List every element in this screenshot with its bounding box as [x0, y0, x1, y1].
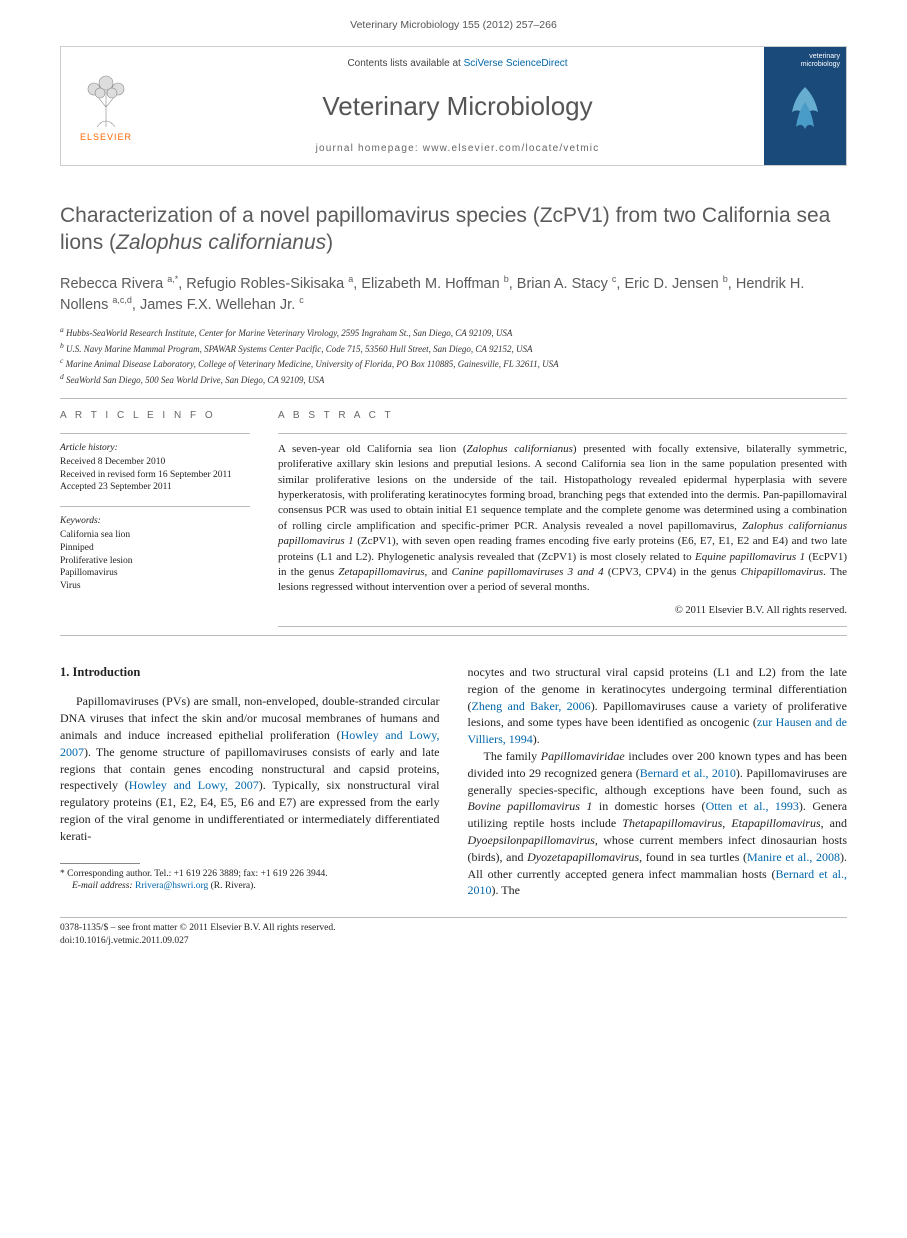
keyword-line: Papillomavirus	[60, 567, 250, 580]
body-paragraph: nocytes and two structural viral capsid …	[468, 664, 848, 748]
publisher-logo-block: ELSEVIER	[61, 47, 151, 165]
article-history-block: Article history: Received 8 December 201…	[60, 442, 250, 494]
divider	[60, 398, 847, 399]
affiliation-line: a Hubbs-SeaWorld Research Institute, Cen…	[60, 325, 847, 340]
email-label: E-mail address:	[72, 881, 133, 891]
publisher-name: ELSEVIER	[80, 131, 132, 143]
article-info-column: A R T I C L E I N F O Article history: R…	[60, 409, 250, 627]
keyword-line: Proliferative lesion	[60, 555, 250, 568]
affiliations: a Hubbs-SeaWorld Research Institute, Cen…	[60, 325, 847, 386]
body-column-right: nocytes and two structural viral capsid …	[468, 664, 848, 899]
body-two-column: 1. Introduction Papillomaviruses (PVs) a…	[60, 664, 847, 899]
section-number: 1.	[60, 665, 69, 679]
history-heading: Article history:	[60, 442, 250, 455]
divider	[60, 506, 250, 507]
cover-graphic-icon	[780, 77, 830, 137]
elsevier-tree-icon	[79, 69, 133, 129]
title-species: Zalophus californianus	[116, 231, 326, 254]
keyword-line: Pinniped	[60, 542, 250, 555]
doi-line: doi:10.1016/j.vetmic.2011.09.027	[60, 935, 847, 948]
page-footer: 0378-1135/$ – see front matter © 2011 El…	[60, 917, 847, 948]
author-list: Rebecca Rivera a,*, Refugio Robles-Sikis…	[60, 273, 847, 315]
keyword-line: Virus	[60, 580, 250, 593]
corresponding-line: * Corresponding author. Tel.: +1 619 226…	[60, 868, 440, 881]
article-title: Characterization of a novel papillomavir…	[60, 202, 847, 257]
abstract-label: A B S T R A C T	[278, 409, 847, 423]
divider	[60, 433, 250, 434]
email-line: E-mail address: Rrivera@hswri.org (R. Ri…	[60, 880, 440, 893]
article-info-label: A R T I C L E I N F O	[60, 409, 250, 423]
section-title: Introduction	[73, 665, 141, 679]
body-column-left: 1. Introduction Papillomaviruses (PVs) a…	[60, 664, 440, 899]
history-line: Received 8 December 2010	[60, 456, 250, 469]
footnote-rule	[60, 863, 140, 864]
corresponding-author-footnote: * Corresponding author. Tel.: +1 619 226…	[60, 868, 440, 894]
keywords-heading: Keywords:	[60, 515, 250, 528]
affiliation-line: c Marine Animal Disease Laboratory, Coll…	[60, 356, 847, 371]
keywords-block: Keywords: California sea lionPinnipedPro…	[60, 515, 250, 593]
journal-name: Veterinary Microbiology	[322, 89, 592, 124]
cover-title-text: veterinary microbiology	[801, 53, 840, 68]
issn-line: 0378-1135/$ – see front matter © 2011 El…	[60, 922, 847, 935]
history-line: Received in revised form 16 September 20…	[60, 469, 250, 482]
journal-header-box: ELSEVIER Contents lists available at Sci…	[60, 46, 847, 166]
email-attribution: (R. Rivera).	[211, 881, 256, 891]
contents-available-line: Contents lists available at SciVerse Sci…	[347, 57, 567, 71]
info-abstract-row: A R T I C L E I N F O Article history: R…	[60, 409, 847, 627]
keyword-line: California sea lion	[60, 529, 250, 542]
abstract-column: A B S T R A C T A seven-year old Califor…	[278, 409, 847, 627]
homepage-url[interactable]: www.elsevier.com/locate/vetmic	[423, 143, 600, 154]
homepage-prefix: journal homepage:	[316, 143, 423, 154]
title-end: )	[326, 231, 333, 254]
header-citation: Veterinary Microbiology 155 (2012) 257–2…	[0, 0, 907, 46]
body-paragraph: The family Papillomaviridae includes ove…	[468, 748, 848, 899]
email-link[interactable]: Rrivera@hswri.org	[135, 881, 208, 891]
section-heading: 1. Introduction	[60, 664, 440, 682]
affiliation-line: b U.S. Navy Marine Mammal Program, SPAWA…	[60, 341, 847, 356]
journal-homepage-line: journal homepage: www.elsevier.com/locat…	[316, 142, 600, 156]
body-paragraph: Papillomaviruses (PVs) are small, non-en…	[60, 693, 440, 844]
divider	[278, 433, 847, 434]
divider	[278, 626, 847, 627]
abstract-text: A seven-year old California sea lion (Za…	[278, 442, 847, 596]
history-line: Accepted 23 September 2011	[60, 481, 250, 494]
affiliation-line: d SeaWorld San Diego, 500 Sea World Driv…	[60, 372, 847, 387]
sciencedirect-link[interactable]: SciVerse ScienceDirect	[464, 58, 568, 69]
divider	[60, 635, 847, 636]
copyright-line: © 2011 Elsevier B.V. All rights reserved…	[278, 604, 847, 618]
journal-cover-thumb: veterinary microbiology	[764, 47, 846, 165]
journal-center: Contents lists available at SciVerse Sci…	[151, 47, 764, 165]
contents-prefix: Contents lists available at	[347, 58, 463, 69]
